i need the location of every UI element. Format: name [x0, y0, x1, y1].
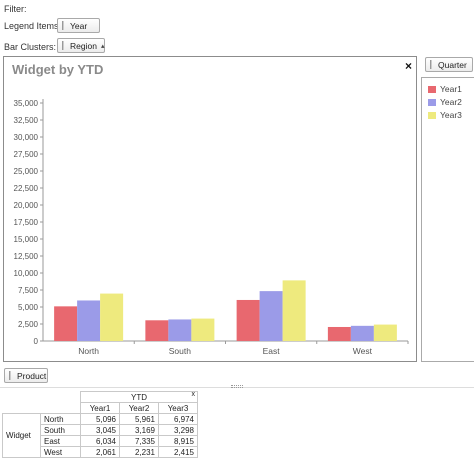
y-tick-label: 22,500: [14, 184, 39, 193]
measure-header: YTD x: [80, 391, 198, 403]
row-field-label: Widget: [2, 413, 41, 458]
legend-swatch-icon: [428, 98, 436, 106]
legend-item-label: Year1: [440, 84, 462, 94]
y-tick-label: 15,000: [14, 235, 39, 244]
y-tick-label: 7,500: [18, 286, 39, 295]
y-tick-label: 20,000: [14, 201, 39, 210]
legend-item-label: Year2: [440, 97, 462, 107]
cluster-field-label: Region: [70, 40, 97, 51]
side-field-label: Quarter: [438, 59, 467, 70]
y-tick-label: 17,500: [14, 218, 39, 227]
table-cell: 8,915: [158, 435, 198, 447]
y-tick-label: 27,500: [14, 150, 39, 159]
table-cell: 7,335: [119, 435, 159, 447]
column-header: Year1: [80, 402, 120, 414]
bar: [145, 320, 169, 341]
close-icon[interactable]: x: [191, 391, 196, 398]
filter-label: Filter:: [4, 4, 27, 14]
y-tick-label: 32,500: [14, 116, 39, 125]
legend-item-label: Year3: [440, 110, 462, 120]
splitter-grip-icon[interactable]: [231, 385, 243, 388]
table-cell: 5,961: [119, 413, 159, 425]
table-row: West 2,061 2,231 2,415: [3, 446, 198, 458]
legend-field-chip[interactable]: Year: [57, 18, 100, 33]
y-tick-label: 0: [34, 337, 39, 346]
cluster-field-chip[interactable]: Region ▴: [57, 38, 105, 53]
y-tick-label: 2,500: [18, 320, 39, 329]
y-tick-label: 35,000: [14, 99, 39, 108]
bar: [350, 325, 374, 341]
table-cell: 3,045: [80, 424, 120, 436]
row-label: East: [40, 435, 81, 447]
bar: [373, 324, 397, 341]
legend-item-year2: Year2: [428, 97, 462, 107]
table-row: Widget North 5,096 5,961 6,974: [2, 413, 198, 458]
x-tick-label: East: [263, 346, 281, 356]
bar-chart: 0 2,500 5,000 7,500 10,000 12,500 15,000 17,500…: [14, 99, 409, 356]
bar: [100, 293, 124, 341]
table-cell: 6,034: [80, 435, 120, 447]
sort-arrow-icon[interactable]: ▴: [100, 42, 105, 50]
x-tick-label: South: [169, 346, 191, 356]
y-tick-label: 10,000: [14, 269, 39, 278]
row-label: North: [40, 413, 81, 425]
drag-handle-icon[interactable]: [9, 371, 11, 380]
table-cell: 2,415: [158, 446, 198, 458]
drag-handle-icon[interactable]: [62, 41, 64, 50]
legend-item-year1: Year1: [428, 84, 462, 94]
y-tick-label: 30,000: [14, 133, 39, 142]
bar: [282, 280, 306, 341]
bar: [54, 306, 78, 341]
legend-item-year3: Year3: [428, 110, 462, 120]
y-tick-label: 12,500: [14, 252, 39, 261]
table-cell: 3,298: [158, 424, 198, 436]
table-cell: 3,169: [119, 424, 159, 436]
close-icon[interactable]: ×: [404, 59, 412, 73]
table-cell: 2,061: [80, 446, 120, 458]
bar: [77, 300, 101, 341]
row-label: West: [40, 446, 81, 458]
product-field-label: Product: [17, 370, 47, 381]
column-header: Year3: [158, 402, 198, 414]
table-cell: 2,231: [119, 446, 159, 458]
row-label: South: [40, 424, 81, 436]
x-tick-label: West: [353, 346, 373, 356]
chart-title: Widget by YTD: [12, 62, 104, 77]
bar: [191, 318, 215, 341]
chart-legend: Year1 Year2 Year3: [421, 77, 474, 362]
y-tick-label: 5,000: [18, 303, 39, 312]
bar: [168, 319, 192, 341]
x-tick-label: North: [78, 346, 99, 356]
table-cell: 6,974: [158, 413, 198, 425]
table-cell: 5,096: [80, 413, 120, 425]
bar: [236, 299, 260, 341]
pivot-table: YTD x Year1 Year2 Year3 Widget North 5,0…: [2, 391, 198, 458]
bar-clusters-label: Bar Clusters:: [4, 42, 57, 52]
drag-handle-icon[interactable]: [430, 60, 432, 69]
product-field-chip[interactable]: Product: [4, 368, 48, 383]
legend-swatch-icon: [428, 111, 436, 119]
legend-items-label: Legend Items:: [4, 21, 62, 31]
bar: [259, 291, 283, 341]
legend-swatch-icon: [428, 85, 436, 93]
column-header: Year2: [119, 402, 159, 414]
y-tick-label: 25,000: [14, 167, 39, 176]
chart-panel: 0 2,500 5,000 7,500 10,000 12,500 15,000 17,500…: [3, 56, 417, 362]
drag-handle-icon[interactable]: [62, 21, 64, 30]
legend-field-label: Year: [70, 20, 88, 31]
bar: [327, 326, 351, 341]
side-field-chip[interactable]: Quarter: [425, 57, 473, 72]
